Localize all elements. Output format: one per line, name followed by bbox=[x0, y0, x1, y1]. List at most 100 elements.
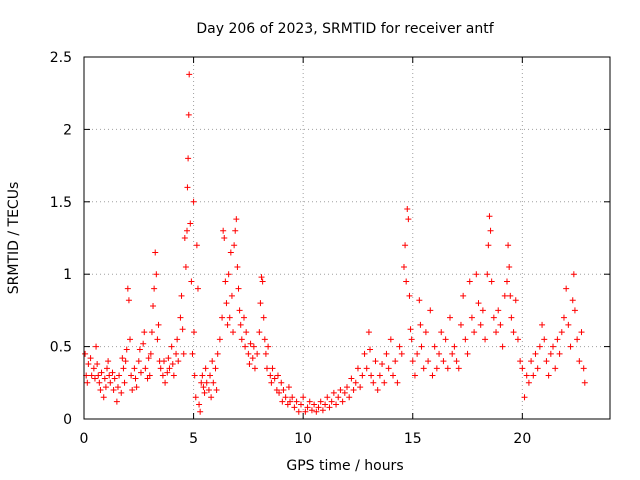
data-point bbox=[133, 384, 140, 391]
data-point bbox=[363, 365, 370, 372]
data-point bbox=[374, 387, 381, 394]
data-point bbox=[207, 372, 214, 379]
data-point bbox=[162, 379, 169, 386]
data-point bbox=[146, 372, 153, 379]
data-point bbox=[293, 398, 300, 405]
data-point bbox=[368, 372, 375, 379]
data-point bbox=[468, 314, 475, 321]
data-point bbox=[247, 340, 254, 347]
data-point bbox=[315, 404, 322, 411]
data-point bbox=[337, 387, 344, 394]
data-point bbox=[300, 394, 307, 401]
data-point bbox=[372, 358, 379, 365]
data-point bbox=[209, 358, 216, 365]
data-point bbox=[258, 274, 265, 281]
data-point bbox=[185, 155, 192, 162]
data-point bbox=[243, 329, 250, 336]
data-point bbox=[111, 375, 118, 382]
data-point bbox=[330, 389, 337, 396]
data-point bbox=[100, 394, 107, 401]
data-point bbox=[493, 329, 500, 336]
data-point bbox=[297, 401, 304, 408]
data-point bbox=[180, 350, 187, 357]
data-point bbox=[427, 307, 434, 314]
data-point bbox=[251, 365, 258, 372]
data-point bbox=[168, 343, 175, 350]
data-point bbox=[152, 249, 159, 256]
data-point bbox=[442, 336, 449, 343]
data-point bbox=[220, 227, 227, 234]
data-point bbox=[264, 365, 271, 372]
data-point bbox=[545, 372, 552, 379]
data-point bbox=[354, 365, 361, 372]
data-point bbox=[359, 372, 366, 379]
data-point bbox=[501, 292, 508, 299]
data-point bbox=[341, 389, 348, 396]
data-point bbox=[487, 227, 494, 234]
data-point bbox=[242, 343, 249, 350]
data-point bbox=[256, 329, 263, 336]
data-point bbox=[120, 365, 127, 372]
data-point bbox=[376, 372, 383, 379]
data-point bbox=[431, 343, 438, 350]
data-point bbox=[96, 379, 103, 386]
data-point bbox=[394, 379, 401, 386]
data-point bbox=[184, 184, 191, 191]
data-point bbox=[223, 300, 230, 307]
data-point bbox=[230, 329, 237, 336]
data-point bbox=[392, 358, 399, 365]
x-tick-label: 5 bbox=[189, 431, 198, 447]
data-point bbox=[304, 404, 311, 411]
data-point bbox=[565, 321, 572, 328]
y-tick-label: 1.5 bbox=[50, 195, 72, 211]
data-point bbox=[240, 314, 247, 321]
data-point bbox=[453, 358, 460, 365]
data-point bbox=[227, 249, 234, 256]
data-point bbox=[160, 358, 167, 365]
data-point bbox=[569, 297, 576, 304]
data-point bbox=[88, 372, 95, 379]
data-point bbox=[224, 321, 231, 328]
data-point bbox=[102, 384, 109, 391]
data-point bbox=[581, 379, 588, 386]
data-point bbox=[484, 271, 491, 278]
x-tick-label: 20 bbox=[513, 431, 531, 447]
data-point bbox=[164, 369, 171, 376]
data-point bbox=[352, 379, 359, 386]
data-point bbox=[563, 285, 570, 292]
data-point bbox=[110, 387, 117, 394]
data-point bbox=[322, 401, 329, 408]
data-point bbox=[411, 372, 418, 379]
data-point bbox=[94, 360, 101, 367]
data-point bbox=[186, 71, 193, 78]
data-point bbox=[466, 278, 473, 285]
data-point bbox=[107, 379, 114, 386]
data-point bbox=[503, 278, 510, 285]
data-point bbox=[191, 329, 198, 336]
data-point bbox=[387, 336, 394, 343]
data-point bbox=[350, 387, 357, 394]
data-point bbox=[225, 271, 232, 278]
data-point bbox=[385, 365, 392, 372]
data-point bbox=[267, 372, 274, 379]
data-point bbox=[178, 292, 185, 299]
data-point bbox=[123, 346, 130, 353]
data-point bbox=[276, 389, 283, 396]
data-point bbox=[525, 379, 532, 386]
data-point bbox=[228, 292, 235, 299]
data-point bbox=[237, 321, 244, 328]
data-point bbox=[348, 375, 355, 382]
data-point bbox=[90, 365, 97, 372]
data-point bbox=[203, 379, 210, 386]
data-point bbox=[104, 365, 111, 372]
data-point bbox=[184, 227, 191, 234]
data-point bbox=[280, 387, 287, 394]
data-point bbox=[440, 358, 447, 365]
data-point bbox=[210, 379, 217, 386]
data-point bbox=[278, 379, 285, 386]
data-point bbox=[101, 375, 108, 382]
data-point bbox=[530, 372, 537, 379]
data-point bbox=[85, 360, 92, 367]
data-point bbox=[159, 372, 166, 379]
x-axis-label: GPS time / hours bbox=[286, 458, 403, 474]
